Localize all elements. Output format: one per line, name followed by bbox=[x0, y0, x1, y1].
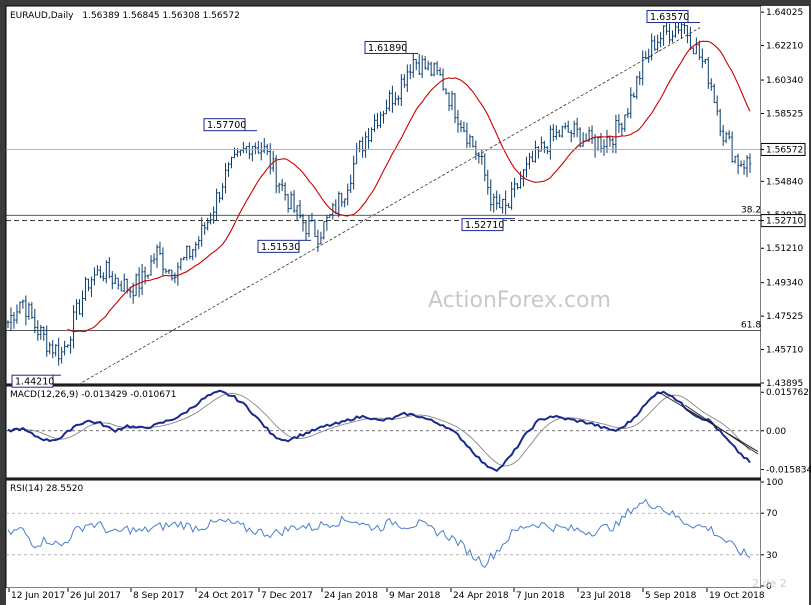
price-tick-label-5: 1.54840 bbox=[766, 177, 803, 187]
price-label-box-3 bbox=[364, 40, 407, 54]
price-label-0: 1.44210 bbox=[15, 377, 54, 388]
price-label-box-0 bbox=[11, 374, 54, 388]
x-tick-label-10: 5 Sep 2018 bbox=[645, 591, 697, 601]
page-indicator: 2 de 2 bbox=[752, 577, 787, 590]
x-tick-label-8: 7 Jun 2018 bbox=[516, 591, 565, 601]
x-tick-label-4: 7 Dec 2017 bbox=[261, 591, 313, 601]
price-label-box-1 bbox=[203, 118, 246, 132]
x-tick-label-0: 12 Jun 2017 bbox=[11, 591, 65, 601]
bottom-axis-area bbox=[6, 588, 809, 605]
price-label-3: 1.61890 bbox=[368, 43, 407, 54]
macd-tick-label-1: 0.00 bbox=[766, 427, 786, 437]
price-tick-label-1: 1.62210 bbox=[766, 42, 803, 52]
macd-main-line bbox=[7, 389, 751, 473]
price-tick-label-0: 1.64025 bbox=[766, 8, 803, 18]
x-tick-label-7: 24 Apr 2018 bbox=[453, 591, 509, 601]
rsi-panel bbox=[5, 479, 762, 589]
macd-signal-line bbox=[7, 393, 751, 467]
rsi-tick-label-1: 70 bbox=[766, 509, 778, 519]
rsi-tick-label-0: 100 bbox=[766, 478, 783, 488]
price-tick-label-3: 1.58525 bbox=[766, 109, 803, 119]
price-tick-label-2: 1.60340 bbox=[766, 76, 803, 86]
x-tick-label-1: 26 Jul 2017 bbox=[70, 591, 121, 601]
x-tick-label-2: 8 Sep 2017 bbox=[133, 591, 184, 601]
fib-label-0: 38.2 bbox=[741, 205, 761, 215]
macd-trend-line-2 bbox=[684, 404, 759, 455]
price-tick-label-9: 1.49340 bbox=[766, 279, 803, 289]
x-tick-label-9: 23 Jul 2018 bbox=[580, 591, 631, 601]
macd-tick-label-2: -0.015834 bbox=[766, 465, 811, 475]
rsi-tick-label-3: 0 bbox=[766, 582, 772, 592]
price-label-box-4 bbox=[461, 218, 504, 232]
price-tick-label-7: 1.52710 bbox=[766, 217, 803, 227]
fib-label-1: 61.8 bbox=[741, 320, 761, 330]
price-header: EURAUD,Daily 1.56389 1.56845 1.56308 1.5… bbox=[10, 11, 240, 21]
price-label-box-5 bbox=[646, 10, 689, 24]
price-label-2: 1.51530 bbox=[261, 242, 300, 253]
x-tick-label-3: 24 Oct 2017 bbox=[198, 591, 254, 601]
x-tick-label-11: 19 Oct 2018 bbox=[709, 591, 765, 601]
price-label-box-2 bbox=[257, 239, 300, 253]
rsi-line bbox=[7, 498, 751, 569]
macd-header: MACD(12,26,9) -0.013429 -0.010671 bbox=[10, 390, 176, 400]
price-tick-label-4: 1.56572 bbox=[766, 145, 803, 155]
price-tick-label-11: 1.45710 bbox=[766, 346, 803, 356]
price-tick-label-8: 1.51210 bbox=[766, 244, 803, 254]
price-label-1: 1.57700 bbox=[207, 120, 246, 131]
rsi-header: RSI(14) 28.5520 bbox=[10, 484, 83, 494]
price-label-5: 1.63570 bbox=[650, 12, 689, 23]
moving-average-line bbox=[67, 40, 751, 333]
macd-trend-line-1 bbox=[659, 392, 759, 452]
right-axis-area bbox=[761, 6, 809, 588]
macd-tick-label-0: 0.015762 bbox=[766, 388, 809, 398]
x-tick-label-5: 24 Jan 2018 bbox=[324, 591, 378, 601]
macd-panel bbox=[5, 385, 762, 479]
watermark: ActionForex.com bbox=[428, 288, 611, 313]
rsi-tick-label-2: 30 bbox=[766, 551, 778, 561]
price-tick-label-12: 1.43895 bbox=[766, 379, 803, 389]
trend-line bbox=[77, 27, 701, 386]
x-tick-label-6: 9 Mar 2018 bbox=[389, 591, 441, 601]
price-panel bbox=[5, 5, 762, 385]
price-tick-label-10: 1.47525 bbox=[766, 312, 803, 322]
price-label-4: 1.52710 bbox=[465, 220, 504, 231]
